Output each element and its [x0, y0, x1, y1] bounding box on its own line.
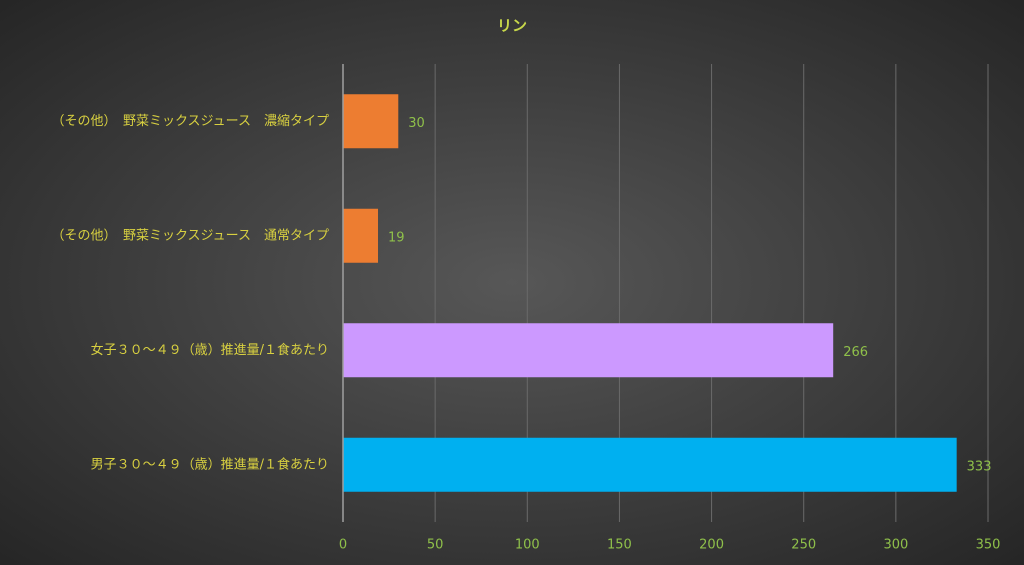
- y-tick-label: 男子３０～４９（歳）推進量/１食あたり: [91, 456, 329, 472]
- x-tick-label: 250: [791, 538, 816, 553]
- x-tick-label: 0: [339, 538, 347, 553]
- x-tick-label: 150: [607, 538, 632, 553]
- bar: [343, 323, 834, 378]
- bar: [343, 437, 957, 492]
- value-label: 266: [843, 345, 868, 360]
- y-tick-label: 女子３０～４９（歳）推進量/１食あたり: [91, 342, 329, 358]
- x-tick-label: 50: [427, 538, 444, 553]
- y-tick-label: （その他） 野菜ミックスジュース 濃縮タイプ: [51, 113, 329, 129]
- chart-title: リン: [497, 17, 527, 35]
- x-tick-label: 300: [883, 538, 908, 553]
- x-tick-label: 100: [515, 538, 540, 553]
- bar: [343, 208, 379, 263]
- value-label: 333: [967, 459, 992, 474]
- value-label: 30: [408, 116, 425, 131]
- x-tick-label: 350: [976, 538, 1001, 553]
- y-tick-label: （その他） 野菜ミックスジュース 通常タイプ: [51, 228, 329, 243]
- value-label: 19: [388, 230, 405, 245]
- x-tick-label: 200: [699, 538, 724, 553]
- bar: [343, 94, 399, 149]
